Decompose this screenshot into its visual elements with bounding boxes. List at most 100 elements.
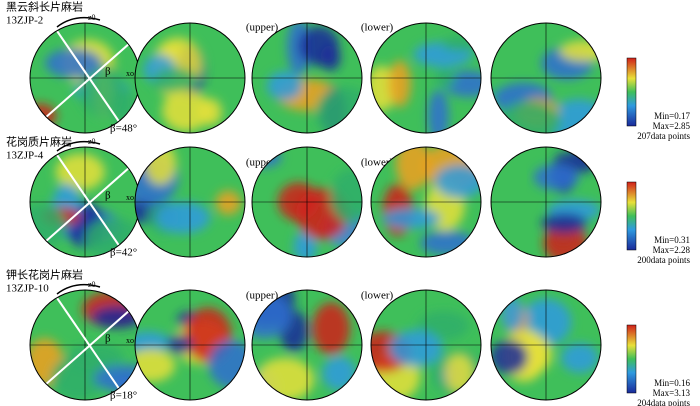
contour-blob: [444, 353, 474, 393]
beta-mark: β: [105, 66, 111, 78]
contour-blob: [167, 335, 193, 354]
contour-blob: [388, 60, 411, 108]
shear-arrow: [56, 16, 101, 28]
stereonet: [135, 23, 245, 133]
stereonet-outline: [251, 289, 363, 401]
contour-blob: [91, 306, 140, 329]
contour-blob: [389, 330, 443, 367]
rock-name: 钾长花岗片麻岩: [6, 268, 83, 282]
contour-blob: [497, 101, 561, 133]
beta-angle: β=48°: [110, 123, 137, 135]
plane-trace: [54, 27, 121, 124]
contour-blob: [55, 153, 105, 191]
stereonet: [491, 290, 601, 400]
stereonet-outline: [251, 146, 363, 258]
contour-blob: [135, 331, 170, 354]
stereonet: [371, 290, 481, 400]
stereonet-outline: [370, 146, 482, 258]
contour-blob: [434, 164, 481, 199]
data-points: 200data points: [637, 255, 690, 265]
lower-label: (lower): [361, 22, 394, 34]
contour-blob: [252, 292, 292, 339]
beta-angle: β=42°: [110, 247, 137, 259]
stereonet-outline: [490, 289, 602, 401]
colorbar: [626, 181, 637, 251]
contour-blob: [144, 147, 177, 185]
stereonet-outline: [370, 22, 482, 134]
stereonet: [30, 290, 140, 400]
stereonet-outline: [134, 22, 246, 134]
contour-blob: [320, 44, 341, 71]
stereonet: [371, 147, 481, 257]
stereonet: [491, 23, 601, 133]
max-label: Max=2.28: [653, 245, 691, 255]
contour-blob: [30, 103, 57, 129]
shear-arrow: [56, 140, 101, 152]
stereonet-outline: [134, 146, 246, 258]
contour-blob: [266, 71, 303, 101]
contour-blob: [312, 302, 350, 355]
x-label: xo: [126, 336, 134, 345]
x-label: xo: [126, 193, 134, 202]
data-points: 204data points: [637, 398, 690, 406]
contour-blob: [322, 356, 357, 391]
plane-trace: [44, 42, 131, 119]
contour-blob: [533, 164, 579, 191]
contours: [30, 39, 136, 129]
data-points: 207data points: [637, 131, 690, 141]
z-label: z0: [88, 137, 96, 146]
colorbar: [626, 324, 637, 394]
sample-id: 13ZJP-2: [6, 15, 43, 27]
contour-blob: [330, 169, 362, 224]
stereonet-outline: [370, 289, 482, 401]
plane-trace: [44, 166, 131, 243]
beta-angle: β=18°: [110, 390, 137, 402]
contour-blob: [427, 89, 449, 133]
contour-blob: [559, 40, 601, 62]
contours: [533, 147, 601, 257]
contour-blob: [93, 364, 140, 392]
z-label: z0: [88, 13, 96, 22]
contour-blob: [151, 68, 199, 94]
contours: [382, 147, 481, 256]
contour-blob: [162, 89, 211, 132]
x-label: xo: [126, 69, 134, 78]
rock-name: 花岗质片麻岩: [6, 135, 72, 149]
stereonet-outline: [490, 146, 602, 258]
contour-blob: [215, 190, 241, 215]
beta-mark: β: [105, 333, 111, 345]
sample-id: 13ZJP-10: [6, 283, 49, 295]
stereonet-outline: [134, 289, 246, 401]
rock-name: 黑云斜长片麻岩: [6, 0, 83, 14]
contour-blob: [440, 35, 481, 52]
plane-trace: [54, 294, 121, 391]
contour-blob: [541, 213, 588, 234]
min-label: Min=0.31: [654, 235, 690, 245]
contour-blob: [155, 201, 211, 234]
plane-trace: [54, 151, 121, 248]
shear-arrow: [56, 283, 101, 295]
upper-label: (upper): [246, 22, 279, 34]
stereonet: [491, 147, 601, 257]
stereonet: [135, 290, 245, 400]
colorbar: [626, 57, 637, 127]
contour-blob: [491, 339, 529, 375]
z-label: z0: [88, 280, 96, 289]
plane-trace: [44, 309, 131, 386]
max-label: Max=2.85: [653, 121, 691, 131]
contour-blob: [30, 203, 66, 249]
stereonet-outline: [251, 22, 363, 134]
stereonet: [30, 23, 140, 133]
lower-label: (lower): [361, 290, 394, 302]
contour-blob: [561, 343, 599, 373]
max-label: Max=3.13: [653, 388, 691, 398]
sample-id: 13ZJP-4: [6, 150, 44, 162]
stereonet-outline: [490, 22, 602, 134]
contour-blob: [417, 311, 469, 341]
contour-blob: [293, 230, 317, 257]
stereonet: [30, 147, 140, 257]
contour-blob: [420, 230, 475, 256]
contour-blob: [382, 208, 441, 229]
min-label: Min=0.16: [654, 378, 690, 388]
